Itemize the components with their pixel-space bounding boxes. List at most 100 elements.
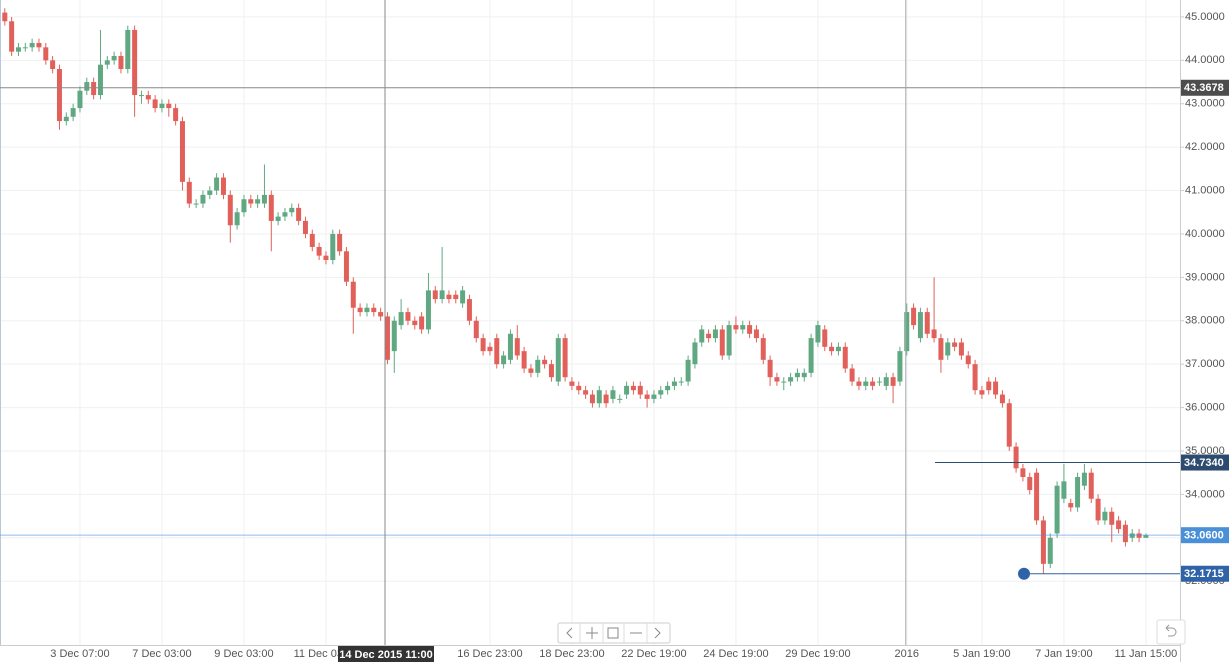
y-tick-label: 44.0000 <box>1185 54 1225 66</box>
x-tick-label: 29 Dec 19:00 <box>785 648 850 660</box>
candle-body <box>890 377 896 386</box>
candle-body <box>624 385 630 395</box>
x-axis-area <box>0 645 1180 662</box>
candle-body <box>330 233 336 260</box>
candle-body <box>870 381 876 386</box>
candle-body <box>357 307 363 313</box>
candle-body <box>439 290 445 300</box>
candle-body <box>1102 511 1108 521</box>
candle-body <box>589 394 595 404</box>
y-tick-label: 39.0000 <box>1185 271 1225 283</box>
candle-body <box>145 95 151 100</box>
candle-body <box>904 312 910 352</box>
candle-body <box>712 329 718 339</box>
candle-body <box>1075 477 1081 508</box>
candle-body <box>241 199 247 213</box>
y-tick-label: 41.0000 <box>1185 184 1225 196</box>
candle-body <box>630 385 636 391</box>
candle-body <box>1095 498 1101 521</box>
candle-body <box>36 42 42 48</box>
candle-body <box>166 103 172 109</box>
x-tick-label: 18 Dec 23:00 <box>539 648 604 660</box>
candle-body <box>432 290 438 300</box>
candle-body <box>268 194 274 221</box>
candle-body <box>179 121 185 182</box>
candle-body <box>931 329 937 339</box>
candle-body <box>91 82 97 96</box>
candle-body <box>603 394 609 404</box>
candle-body <box>1027 477 1033 491</box>
candle-body <box>1109 511 1115 525</box>
candle-body <box>842 346 848 369</box>
nav-buttons <box>557 622 671 644</box>
candle-body <box>548 364 554 378</box>
candle-body <box>1122 524 1128 543</box>
candle-body <box>316 246 322 256</box>
candle-body <box>952 342 958 347</box>
candle-body <box>917 312 923 339</box>
undo-button[interactable] <box>1156 619 1186 645</box>
scroll-left[interactable] <box>566 627 573 639</box>
candle-body <box>1116 520 1122 530</box>
candle-body <box>562 338 568 378</box>
price-marker <box>1018 567 1030 580</box>
candle-body <box>733 325 739 330</box>
candle-body <box>1040 520 1046 564</box>
candle-body <box>398 312 404 326</box>
y-axis-area <box>1180 0 1229 662</box>
candle-body <box>275 216 281 221</box>
candle-body <box>460 290 466 304</box>
candle-body <box>200 194 206 204</box>
x-tick-label: 16 Dec 23:00 <box>457 648 522 660</box>
candle-body <box>159 103 165 109</box>
candle-body <box>350 281 356 308</box>
candle-body <box>104 60 110 65</box>
candle-body <box>596 390 602 404</box>
candle-body <box>507 333 513 360</box>
candle-body <box>576 385 582 391</box>
zoom-in[interactable] <box>586 627 598 639</box>
candle-body <box>938 338 944 360</box>
candle-body <box>29 42 35 48</box>
crosshair-price-label-box <box>1181 79 1229 96</box>
candle-body <box>227 194 233 226</box>
candle-body <box>986 381 992 391</box>
candle-body <box>337 233 343 252</box>
candle-body <box>644 394 650 399</box>
candle-body <box>22 47 28 49</box>
candle-body <box>1047 537 1053 564</box>
candle-body <box>897 351 903 382</box>
crosshair-price-label: 43.3678 <box>1184 82 1224 94</box>
candle-body <box>760 338 766 360</box>
candle-body <box>535 359 541 373</box>
candle-body <box>719 329 725 356</box>
candle-body <box>808 338 814 373</box>
x-tick-label: 22 Dec 19:00 <box>621 648 686 660</box>
scroll-right[interactable] <box>654 627 661 639</box>
candle-body <box>1068 503 1074 508</box>
candle-body <box>371 307 377 313</box>
candle-body <box>671 381 677 386</box>
candle-body <box>706 333 712 339</box>
candle-body <box>309 233 315 247</box>
candle-body <box>343 251 349 282</box>
price-label-box <box>1181 565 1229 582</box>
candle-body <box>1034 472 1040 521</box>
reset-zoom[interactable] <box>607 627 619 639</box>
candle-body <box>63 116 69 122</box>
candle-body <box>378 312 384 317</box>
x-tick-label: 9 Dec 03:00 <box>214 648 273 660</box>
candle-body <box>2 12 8 22</box>
y-tick-label: 38.0000 <box>1185 315 1225 327</box>
candle-body <box>856 381 862 386</box>
candle-body <box>405 312 411 321</box>
candle-body <box>384 316 390 360</box>
candle-body <box>911 307 917 326</box>
candle-body <box>678 381 684 383</box>
candle-body <box>993 381 999 395</box>
candle-body <box>282 212 288 217</box>
candle-body <box>487 346 493 352</box>
y-tick-label: 34.0000 <box>1185 488 1225 500</box>
candle-body <box>255 199 261 204</box>
candle-body <box>822 329 828 347</box>
